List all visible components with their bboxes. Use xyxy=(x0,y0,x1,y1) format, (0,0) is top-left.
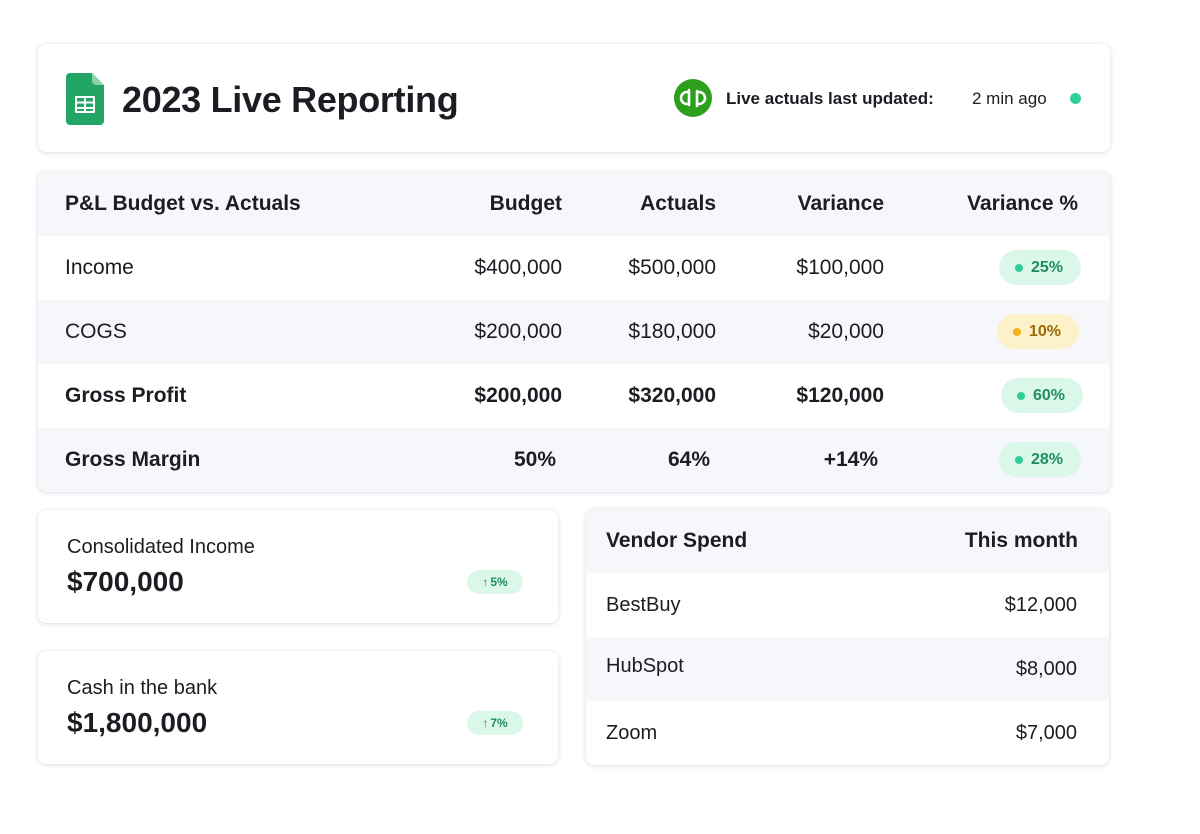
variance-pct-value: 60% xyxy=(1032,387,1065,404)
vendor-spend-table: Vendor Spend This month BestBuy $12,000 … xyxy=(586,509,1109,765)
actuals-cell: 64% xyxy=(667,448,710,471)
status-dot-icon xyxy=(1016,392,1025,400)
arrow-up-icon: ↑ xyxy=(482,575,489,589)
variance-pct-badge: 10% xyxy=(996,314,1079,349)
budget-cell: $400,000 xyxy=(474,256,562,279)
kpi-value: $1,800,000 xyxy=(67,707,208,738)
column-header-variance-pct: Variance % xyxy=(967,192,1078,215)
trend-value: 5% xyxy=(490,575,508,589)
page-title: 2023 Live Reporting xyxy=(122,79,459,120)
row-label: COGS xyxy=(65,320,127,343)
consolidated-income-card: Consolidated Income $700,000 ↑ 5% xyxy=(38,510,558,623)
quickbooks-icon xyxy=(674,79,712,117)
actuals-cell: $180,000 xyxy=(628,320,716,343)
variance-pct-badge: 60% xyxy=(1000,378,1083,413)
actuals-cell: $320,000 xyxy=(628,384,716,407)
variance-cell: $100,000 xyxy=(796,256,884,279)
status-dot-icon xyxy=(1014,456,1023,464)
column-header-actuals: Actuals xyxy=(640,192,716,215)
kpi-value: $700,000 xyxy=(67,566,184,597)
vendor-amount: $7,000 xyxy=(1015,722,1077,744)
trend-value: 7% xyxy=(490,716,508,730)
table-row-cogs: COGS $200,000 $180,000 $20,000 10% xyxy=(38,300,1110,364)
report-header-card: 2023 Live Reporting Live actuals last up… xyxy=(38,44,1110,152)
variance-cell: $20,000 xyxy=(808,320,884,343)
cash-in-bank-card: Cash in the bank $1,800,000 ↑ 7% xyxy=(38,651,558,764)
google-sheets-icon xyxy=(66,73,104,125)
kpi-label: Cash in the bank xyxy=(67,677,218,699)
vendor-name: BestBuy xyxy=(606,594,681,616)
vendor-row: HubSpot $8,000 xyxy=(586,637,1109,701)
live-status-indicator xyxy=(1070,93,1081,104)
row-label: Gross Margin xyxy=(65,448,201,471)
variance-pct-badge: 28% xyxy=(998,442,1081,477)
budget-cell: $200,000 xyxy=(474,384,562,407)
vendor-amount: $12,000 xyxy=(1004,594,1077,616)
column-header-this-month: This month xyxy=(964,529,1078,552)
vendor-name: HubSpot xyxy=(606,655,684,677)
last-updated-label: Live actuals last updated: xyxy=(726,89,934,108)
variance-cell: $120,000 xyxy=(796,384,884,407)
column-header-vendor: Vendor Spend xyxy=(606,529,748,552)
table-header-row: P&L Budget vs. Actuals Budget Actuals Va… xyxy=(38,172,1110,236)
last-updated-value: 2 min ago xyxy=(972,89,1047,108)
vendor-amount: $8,000 xyxy=(1015,658,1077,680)
column-header-variance: Variance xyxy=(797,192,884,215)
trend-badge: ↑ 7% xyxy=(467,711,523,735)
table-row-gross-profit: Gross Profit $200,000 $320,000 $120,000 … xyxy=(38,364,1110,428)
variance-pct-value: 25% xyxy=(1030,259,1063,276)
status-dot-icon xyxy=(1014,264,1023,272)
vendor-row: Zoom $7,000 xyxy=(586,701,1109,765)
pl-budget-table: P&L Budget vs. Actuals Budget Actuals Va… xyxy=(38,172,1110,492)
vendor-row: BestBuy $12,000 xyxy=(586,573,1109,637)
kpi-label: Consolidated Income xyxy=(67,536,255,558)
actuals-cell: $500,000 xyxy=(628,256,716,279)
table-row-gross-margin: Gross Margin 50% 64% +14% 28% xyxy=(38,428,1110,492)
budget-cell: 50% xyxy=(513,448,556,471)
row-label: Income xyxy=(65,256,134,279)
table-header-row: Vendor Spend This month xyxy=(586,509,1109,573)
variance-pct-value: 28% xyxy=(1030,451,1063,468)
column-header-label: P&L Budget vs. Actuals xyxy=(65,192,301,215)
arrow-up-icon: ↑ xyxy=(482,716,489,730)
variance-pct-value: 10% xyxy=(1028,323,1061,340)
row-label: Gross Profit xyxy=(65,384,187,407)
table-row-income: Income $400,000 $500,000 $100,000 25% xyxy=(38,236,1110,300)
column-header-budget: Budget xyxy=(489,192,562,215)
vendor-name: Zoom xyxy=(606,722,658,744)
status-dot-icon xyxy=(1012,328,1021,336)
budget-cell: $200,000 xyxy=(474,320,562,343)
variance-cell: +14% xyxy=(823,448,878,471)
trend-badge: ↑ 5% xyxy=(467,570,523,594)
variance-pct-badge: 25% xyxy=(998,250,1081,285)
